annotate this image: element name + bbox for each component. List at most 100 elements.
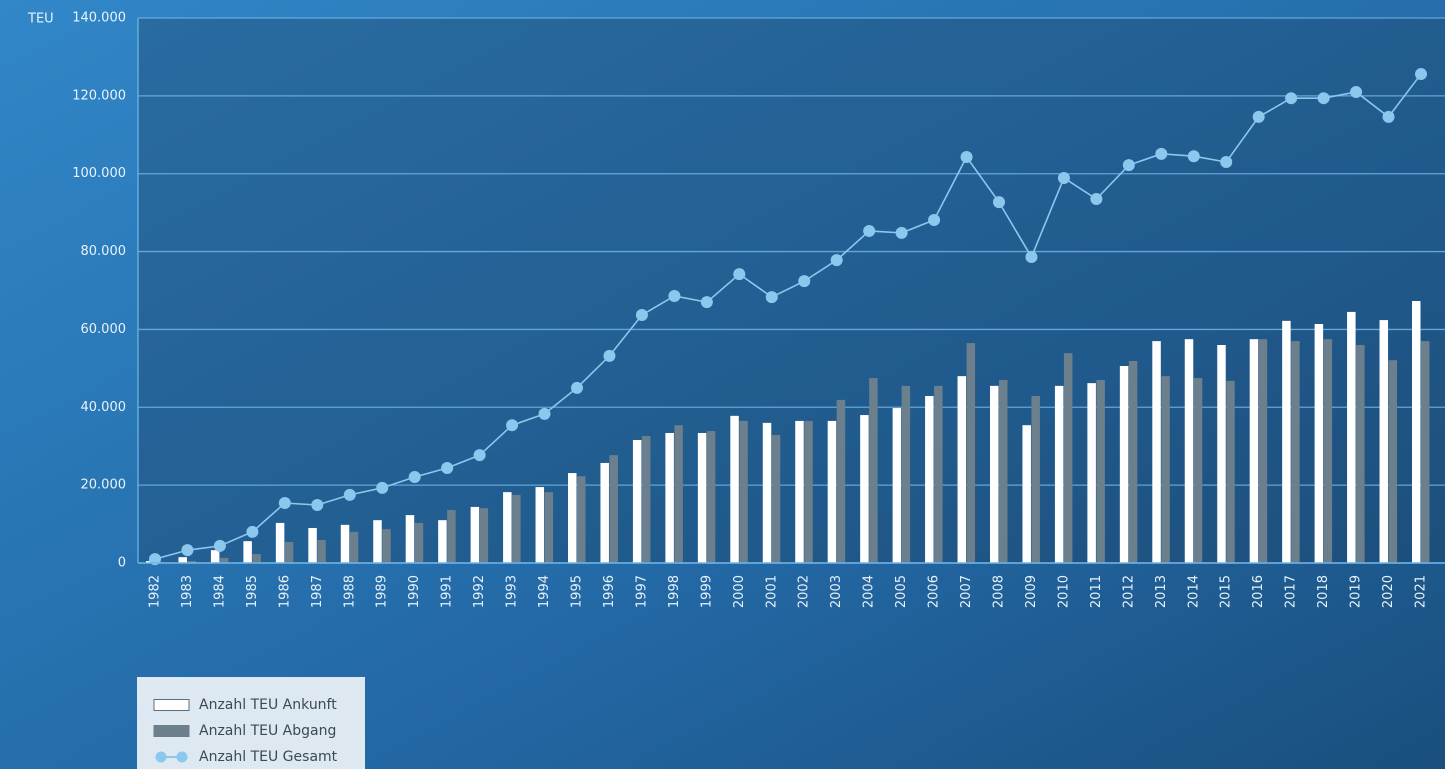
bar <box>1291 341 1300 563</box>
y-tick-label: 120.000 <box>72 88 126 103</box>
line-point <box>246 525 259 538</box>
line-point <box>1252 110 1265 123</box>
line-point <box>571 381 583 394</box>
bar <box>447 510 456 563</box>
x-tick-label: 1987 <box>310 575 325 608</box>
x-tick-label: 2004 <box>862 575 877 608</box>
x-tick-label: 1998 <box>667 575 682 608</box>
x-tick-label: 2000 <box>732 575 747 608</box>
bar <box>934 385 943 563</box>
line-point <box>733 268 746 281</box>
x-tick-label: 2018 <box>1316 575 1331 608</box>
bar <box>990 385 999 563</box>
bar <box>1356 345 1365 563</box>
line-point <box>311 498 324 511</box>
x-tick-label: 2005 <box>894 575 909 608</box>
bar <box>1226 380 1235 563</box>
x-tick-label: 2017 <box>1284 575 1299 608</box>
x-tick-label: 1999 <box>699 575 714 608</box>
x-tick-label: 2010 <box>1056 575 1071 608</box>
legend-swatch <box>153 699 190 711</box>
line-point <box>798 275 811 288</box>
bar <box>1161 376 1170 563</box>
y-tick-label: 60.000 <box>81 322 127 337</box>
legend-label: Anzahl TEU Abgang <box>199 723 336 739</box>
bar <box>187 561 196 563</box>
x-tick-label: 1992 <box>472 575 487 608</box>
bar <box>901 385 911 563</box>
bar <box>1314 323 1324 563</box>
bar <box>512 494 521 563</box>
line-point <box>149 553 161 566</box>
x-tick-label: 2006 <box>927 575 942 608</box>
line-point <box>376 481 389 494</box>
bar <box>1128 360 1138 563</box>
x-tick-label: 1986 <box>277 575 292 608</box>
y-tick-label: 0 <box>118 556 126 571</box>
x-tick-label: 2002 <box>797 575 812 608</box>
x-tick-label: 2012 <box>1121 575 1136 608</box>
x-tick-label: 2020 <box>1381 575 1396 608</box>
bar <box>836 399 846 563</box>
bar <box>730 415 739 563</box>
bar <box>438 520 447 563</box>
x-tick-label: 2003 <box>829 575 844 608</box>
bar <box>1031 395 1040 563</box>
bar <box>317 540 326 563</box>
bar <box>1347 311 1356 563</box>
bar <box>284 541 294 563</box>
bar <box>178 557 187 563</box>
bar <box>1022 425 1031 563</box>
y-tick-label: 40.000 <box>81 400 127 415</box>
bar <box>1421 341 1430 563</box>
x-tick-label: 2016 <box>1251 575 1266 608</box>
legend-swatch <box>153 725 190 737</box>
y-tick-label: 100.000 <box>72 166 126 181</box>
y-tick-label: 80.000 <box>81 244 127 259</box>
line-point <box>603 349 616 362</box>
x-tick-label: 2021 <box>1414 575 1429 608</box>
line-point <box>1057 171 1070 184</box>
bar <box>414 522 424 563</box>
bar <box>892 408 902 563</box>
bar <box>1388 360 1398 563</box>
bar <box>1054 385 1064 563</box>
line-point <box>1382 110 1395 123</box>
bar <box>1096 380 1105 563</box>
line-point <box>1187 150 1200 163</box>
x-tick-label: 1994 <box>537 575 552 608</box>
bar <box>308 527 317 563</box>
bar <box>697 432 707 563</box>
x-tick-label: 2019 <box>1349 575 1364 608</box>
line-point <box>343 488 356 501</box>
plot-area <box>138 18 1445 563</box>
bar <box>405 515 415 563</box>
x-tick-label: 1982 <box>148 575 163 608</box>
bar <box>219 557 229 563</box>
line-point <box>830 254 843 267</box>
line-point <box>895 226 908 239</box>
bar <box>1217 345 1226 563</box>
line-point <box>1317 92 1330 105</box>
x-tick-label: 1990 <box>407 575 422 608</box>
bar <box>577 476 586 563</box>
bar <box>275 522 285 563</box>
bar <box>1249 339 1259 563</box>
bar <box>804 420 813 563</box>
line-point <box>441 462 454 475</box>
y-tick-label: 20.000 <box>81 478 127 493</box>
bar <box>795 420 804 563</box>
line-point <box>1285 92 1298 105</box>
x-tick-label: 1985 <box>245 575 260 608</box>
x-tick-label: 1988 <box>342 575 357 608</box>
x-tick-label: 2011 <box>1089 575 1104 608</box>
legend-label: Anzahl TEU Gesamt <box>199 749 338 765</box>
legend-label: Anzahl TEU Ankunft <box>199 697 337 713</box>
x-tick-label: 2014 <box>1186 575 1201 608</box>
bar <box>632 439 642 563</box>
x-tick-label: 1995 <box>570 575 585 608</box>
y-tick-label: 140.000 <box>72 11 126 26</box>
x-tick-label: 2015 <box>1219 575 1234 608</box>
line-point <box>668 289 681 302</box>
line-point <box>700 296 713 309</box>
